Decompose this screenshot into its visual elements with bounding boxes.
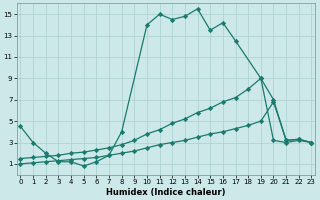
- X-axis label: Humidex (Indice chaleur): Humidex (Indice chaleur): [106, 188, 226, 197]
